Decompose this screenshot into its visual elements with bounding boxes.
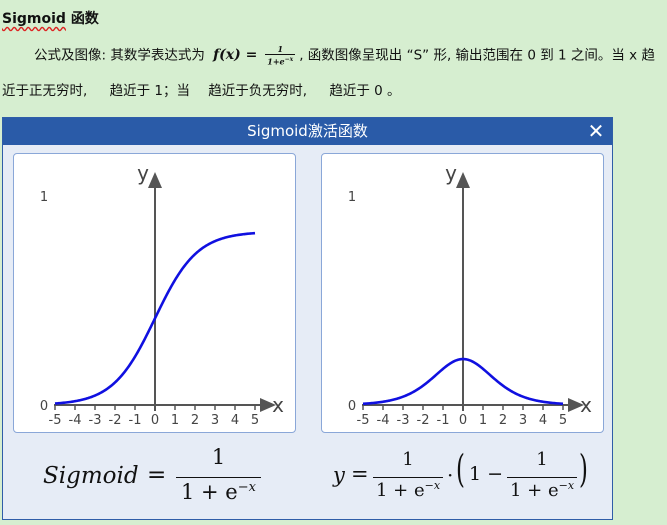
eq-left-den-base: 1 + e [181, 480, 238, 504]
y-axis-arrow [456, 172, 470, 188]
y-tick-label: 0 [40, 399, 48, 414]
x-tick-label: 3 [211, 413, 219, 428]
eq-left-equals: = [147, 462, 167, 488]
inline-fraction-num: 1 [265, 44, 296, 55]
eq-left-lhs: Sigmoid [43, 463, 139, 489]
x-tick-label: 3 [519, 413, 527, 428]
eq-right-dot: · [447, 463, 454, 487]
x-tick-label: 5 [559, 413, 567, 428]
inline-formula-lhs: f(x) = [213, 47, 258, 63]
window-title: Sigmoid激活函数 [247, 122, 368, 140]
eq-right-denominator2: 1 + e−x [507, 479, 577, 501]
inline-formula: f(x) = 1 1+e−x [213, 38, 296, 73]
eq-right-den-exp: −x [424, 479, 441, 492]
function-curve [54, 231, 256, 405]
description-paragraph: 公式及图像: 其数学表达式为 f(x) = 1 1+e−x , 函数图像呈现出 … [2, 38, 666, 109]
eq-right-paren-left: ( [456, 447, 465, 491]
eq-right-den-base: 1 + e [375, 480, 425, 501]
section-heading: Sigmoid 函数 [2, 8, 99, 28]
x-tick-label: 0 [459, 413, 467, 428]
eq-left-denominator: 1 + e−x [176, 480, 261, 504]
y-tick-label: 0 [348, 399, 356, 414]
x-tick-label: 1 [479, 413, 487, 428]
eq-right-paren-right: ) [579, 447, 588, 491]
x-tick-label: 2 [191, 413, 199, 428]
eq-right-one-minus: 1 − [469, 463, 504, 485]
x-axis-arrow [568, 398, 584, 412]
x-tick-label: -5 [357, 413, 370, 428]
x-tick-label: -2 [109, 413, 122, 428]
sigmoid-plot-panel: y x 1 0 -5 -4 -3 -2 -1 0 1 2 3 4 5 [13, 153, 296, 433]
x-tick-label: 2 [499, 413, 507, 428]
inline-fraction: 1 1+e−x [265, 44, 296, 67]
eq-left-den-exp: −x [237, 480, 256, 495]
inline-fraction-den: 1+e−x [265, 55, 295, 67]
derivative-plot-panel: y x 1 0 -5 -4 -3 -2 -1 0 1 2 3 4 5 [321, 153, 604, 433]
x-tick-label: -5 [49, 413, 62, 428]
eq-left-numerator: 1 [211, 445, 226, 469]
x-tick-label: -3 [397, 413, 410, 428]
window-titlebar: Sigmoid激活函数 ✕ [3, 118, 612, 145]
x-axis-label: x [580, 393, 592, 417]
x-axis-arrow [260, 398, 276, 412]
eq-left-fraction-bar [176, 477, 261, 478]
para-part1: 公式及图像: 其数学表达式为 [34, 47, 205, 64]
inline-den-base: 1+e [267, 56, 285, 67]
x-tick-label: 4 [539, 413, 547, 428]
x-tick-label: -2 [417, 413, 430, 428]
x-axis-label: x [272, 393, 284, 417]
heading-suffix: 函数 [70, 11, 99, 27]
derivative-equation: y = 1 1 + e−x · ( 1 − 1 1 + e−x ) [333, 443, 603, 513]
x-tick-label: 1 [171, 413, 179, 428]
x-tick-label: -1 [129, 413, 142, 428]
close-icon[interactable]: ✕ [587, 119, 605, 143]
eq-right-den2-base: 1 + e [509, 480, 559, 501]
eq-right-den2-exp: −x [558, 479, 575, 492]
para-part4: 趋近于负无穷时, [208, 82, 308, 99]
x-tick-label: -1 [437, 413, 450, 428]
x-tick-label: -4 [377, 413, 390, 428]
para-part2: , 函数图像呈现出 “S” 形, 输出范围在 0 到 1 之间。当 x 趋近于正… [2, 47, 655, 99]
eq-right-numerator2: 1 [536, 449, 548, 470]
sigmoid-equation: Sigmoid = 1 1 + e−x [43, 443, 273, 513]
para-part5: 趋近于 0 。 [329, 82, 401, 99]
y-axis-label: y [445, 161, 457, 185]
x-tick-label: 0 [151, 413, 159, 428]
eq-right-lhs: y [333, 463, 345, 487]
y-tick-label: 1 [348, 190, 356, 205]
eq-right-fraction-bar [373, 477, 443, 478]
y-axis-label: y [137, 161, 149, 185]
para-part3: 趋近于 1；当 [109, 82, 190, 99]
y-tick-label: 1 [40, 190, 48, 205]
x-tick-label: 5 [251, 413, 259, 428]
y-axis-arrow [148, 172, 162, 188]
eq-right-denominator: 1 + e−x [373, 479, 443, 501]
x-tick-label: -4 [69, 413, 82, 428]
x-tick-label: 4 [231, 413, 239, 428]
eq-right-fraction-bar2 [507, 477, 577, 478]
inline-den-exp: −x [284, 55, 294, 63]
heading-term: Sigmoid [2, 11, 66, 27]
function-curve [362, 357, 564, 406]
eq-right-numerator: 1 [402, 449, 414, 470]
x-tick-label: -3 [89, 413, 102, 428]
eq-right-equals: = [351, 462, 369, 486]
